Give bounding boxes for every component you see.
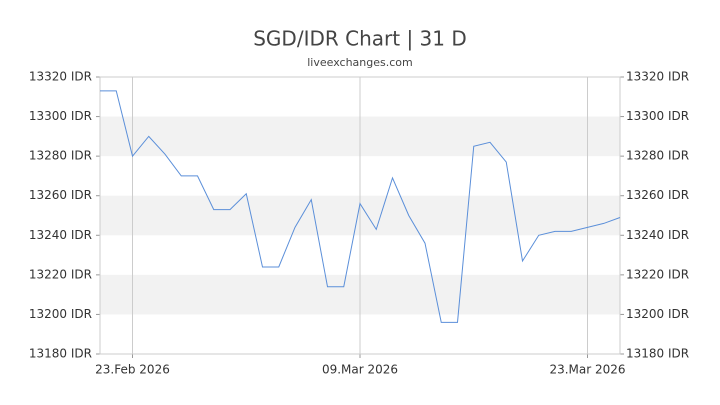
chart-subtitle: liveexchanges.com	[307, 56, 412, 69]
y2-tick-label: 13320 IDR	[626, 70, 689, 84]
y-tick-label: 13240 IDR	[29, 228, 92, 242]
y2-tick-label: 13200 IDR	[626, 307, 689, 321]
y-tick-label: 13260 IDR	[29, 188, 92, 202]
y2-tick-label: 13240 IDR	[626, 228, 689, 242]
y2-tick-label: 13180 IDR	[626, 347, 689, 361]
y-tick-label: 13220 IDR	[29, 267, 92, 281]
y2-tick-label: 13280 IDR	[626, 149, 689, 163]
y2-tick-label: 13300 IDR	[626, 109, 689, 123]
y2-tick-label: 13260 IDR	[626, 188, 689, 202]
y2-tick-label: 13220 IDR	[626, 267, 689, 281]
line-series	[100, 90, 621, 323]
chart-title: SGD/IDR Chart | 31 D	[253, 27, 467, 51]
x-tick-label: 23.Mar 2026	[549, 363, 625, 377]
x-tick-label: 23.Feb 2026	[95, 363, 170, 377]
y-tick-label: 13300 IDR	[29, 109, 92, 123]
x-tick-label: 09.Mar 2026	[322, 363, 398, 377]
y-tick-label: 13280 IDR	[29, 149, 92, 163]
plot-border	[99, 76, 621, 355]
y-tick-label: 13200 IDR	[29, 307, 92, 321]
y-tick-label: 13320 IDR	[29, 70, 92, 84]
y-tick-label: 13180 IDR	[29, 347, 92, 361]
